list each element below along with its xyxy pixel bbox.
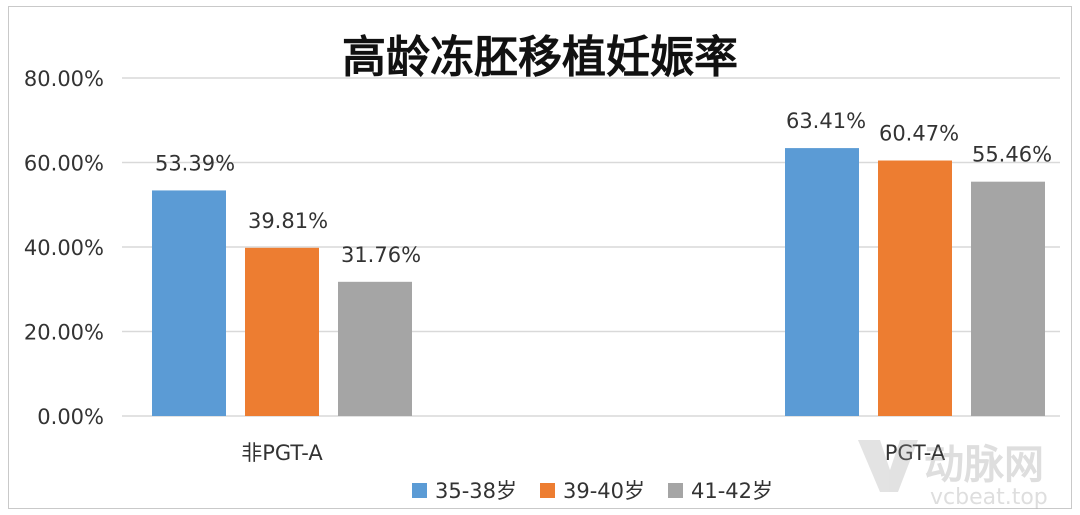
bar xyxy=(971,181,1045,416)
legend-label: 39-40岁 xyxy=(563,479,645,503)
watermark-site: vcbeat.top xyxy=(930,485,1048,510)
legend-swatch xyxy=(668,483,683,498)
y-tick-label: 40.00% xyxy=(24,236,104,260)
legend-swatch xyxy=(412,483,427,498)
x-axis-categories: 非PGT-A PGT-A xyxy=(241,441,946,465)
watermark: 动脉网 vcbeat.top xyxy=(858,440,1048,510)
data-label: 31.76% xyxy=(341,243,421,267)
legend: 35-38岁 39-40岁 41-42岁 xyxy=(412,479,773,503)
y-tick-label: 80.00% xyxy=(24,67,104,91)
y-tick-label: 60.00% xyxy=(24,152,104,176)
bar xyxy=(785,148,859,416)
data-label: 60.47% xyxy=(879,122,959,146)
y-tick-label: 0.00% xyxy=(37,405,104,429)
chart-title: 高龄冻胚移植妊娠率 xyxy=(342,32,738,83)
data-label: 39.81% xyxy=(248,209,328,233)
watermark-brand: 动脉网 xyxy=(924,442,1044,488)
watermark-logo-icon xyxy=(858,440,918,492)
x-category-label: 非PGT-A xyxy=(241,441,323,465)
legend-swatch xyxy=(540,483,555,498)
data-label: 55.46% xyxy=(972,143,1052,167)
data-label: 53.39% xyxy=(155,151,235,175)
legend-label: 35-38岁 xyxy=(435,479,517,503)
legend-label: 41-42岁 xyxy=(691,479,773,503)
data-label: 63.41% xyxy=(786,109,866,133)
x-category-label: PGT-A xyxy=(885,441,946,465)
y-axis-ticks: 0.00% 20.00% 40.00% 60.00% 80.00% xyxy=(24,67,104,429)
bar xyxy=(338,281,412,416)
y-tick-label: 20.00% xyxy=(24,321,104,345)
bars xyxy=(152,148,1045,416)
bar xyxy=(152,190,226,416)
bar xyxy=(878,160,952,416)
bar xyxy=(245,247,319,416)
data-labels: 53.39% 39.81% 31.76% 63.41% 60.47% 55.46% xyxy=(155,109,1052,267)
